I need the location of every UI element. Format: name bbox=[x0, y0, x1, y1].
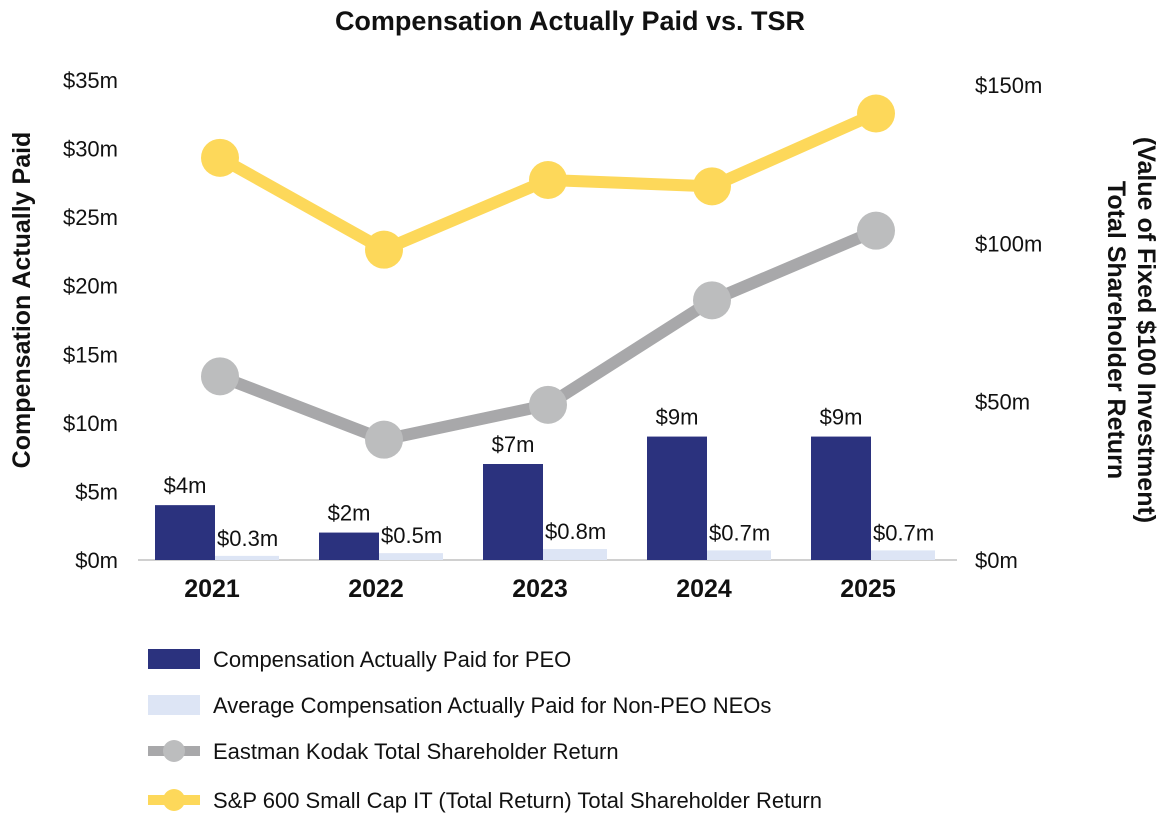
right-tick-label: $100m bbox=[975, 231, 1042, 256]
left-tick-label: $15m bbox=[63, 342, 118, 367]
right-tick-label: $0m bbox=[975, 548, 1018, 573]
kodak-tsr-point bbox=[201, 357, 239, 396]
bar-peo bbox=[811, 436, 871, 560]
sp600-tsr-point bbox=[529, 161, 567, 199]
right-tick-label: $150m bbox=[975, 73, 1042, 98]
kodak-tsr-point bbox=[529, 385, 567, 424]
bar-non-peo bbox=[379, 553, 443, 560]
kodak-tsr-point bbox=[693, 281, 731, 320]
legend-label: Eastman Kodak Total Shareholder Return bbox=[213, 739, 619, 764]
bar-non-peo bbox=[543, 549, 607, 560]
kodak-tsr-point bbox=[365, 420, 403, 459]
bar-non-peo-label: $0.7m bbox=[709, 520, 770, 545]
right-axis-label-line2: (Value of Fixed $100 Investment) bbox=[1132, 137, 1158, 523]
x-tick-label: 2023 bbox=[512, 575, 568, 603]
legend-label: Compensation Actually Paid for PEO bbox=[213, 647, 571, 672]
left-tick-label: $35m bbox=[63, 68, 118, 93]
legend-label: S&P 600 Small Cap IT (Total Return) Tota… bbox=[213, 788, 822, 813]
left-tick-label: $10m bbox=[63, 411, 118, 436]
bar-peo-label: $7m bbox=[492, 432, 535, 457]
x-tick-label: 2025 bbox=[840, 575, 896, 603]
left-tick-label: $20m bbox=[63, 274, 118, 299]
bar-peo-label: $9m bbox=[656, 405, 699, 430]
bar-non-peo-label: $0.7m bbox=[873, 520, 934, 545]
bar-peo-label: $9m bbox=[820, 405, 863, 430]
left-tick-label: $30m bbox=[63, 137, 118, 162]
right-axis-label-line1: Total Shareholder Return bbox=[1102, 181, 1130, 479]
x-tick-label: 2021 bbox=[184, 575, 240, 603]
sp600-tsr-point bbox=[857, 94, 895, 133]
bar-peo bbox=[483, 464, 543, 560]
chart-title: Compensation Actually Paid vs. TSR bbox=[335, 6, 805, 36]
x-tick-label: 2022 bbox=[348, 575, 404, 603]
right-tick-label: $50m bbox=[975, 390, 1030, 415]
bar-non-peo-label: $0.5m bbox=[381, 523, 442, 548]
bar-peo-label: $2m bbox=[328, 501, 371, 526]
sp600-tsr-point bbox=[201, 138, 239, 177]
bar-non-peo bbox=[707, 550, 771, 560]
bar-non-peo-label: $0.3m bbox=[217, 526, 278, 551]
bar-peo-label: $4m bbox=[164, 473, 207, 498]
legend-swatch bbox=[148, 695, 200, 715]
legend-swatch bbox=[148, 649, 200, 669]
bar-non-peo bbox=[215, 555, 279, 560]
sp600-tsr-point bbox=[365, 230, 403, 269]
legend-marker bbox=[163, 740, 185, 762]
left-tick-label: $25m bbox=[63, 205, 118, 230]
legend-marker bbox=[163, 789, 185, 811]
bar-non-peo bbox=[871, 550, 935, 560]
left-axis-label: Compensation Actually Paid bbox=[8, 132, 36, 469]
kodak-tsr-point bbox=[857, 211, 895, 250]
legend-label: Average Compensation Actually Paid for N… bbox=[213, 693, 771, 718]
sp600-tsr-point bbox=[693, 167, 731, 206]
left-tick-label: $5m bbox=[75, 479, 118, 504]
bar-non-peo-label: $0.8m bbox=[545, 519, 606, 544]
left-tick-label: $0m bbox=[75, 548, 118, 573]
x-tick-label: 2024 bbox=[676, 575, 732, 603]
bar-peo bbox=[155, 505, 215, 560]
bar-peo bbox=[647, 436, 707, 560]
bar-peo bbox=[319, 532, 379, 560]
